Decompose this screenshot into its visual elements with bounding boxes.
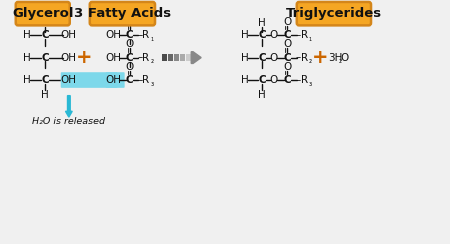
Text: –: – (137, 53, 143, 62)
Text: H: H (23, 53, 31, 62)
Text: O: O (270, 75, 278, 85)
FancyArrow shape (66, 96, 72, 117)
Text: O: O (270, 53, 278, 62)
Bar (186, 54, 191, 61)
Text: OH: OH (105, 53, 122, 62)
Text: O: O (126, 17, 134, 27)
Text: H: H (258, 19, 266, 28)
Text: ₂: ₂ (309, 57, 312, 65)
Text: H: H (23, 75, 31, 85)
Text: C: C (284, 30, 291, 40)
Text: O: O (126, 40, 134, 49)
FancyBboxPatch shape (16, 2, 70, 25)
Text: ₃: ₃ (150, 79, 153, 88)
Text: +: + (76, 48, 93, 67)
Text: R: R (142, 30, 149, 40)
Text: O: O (283, 62, 291, 72)
Text: +: + (312, 48, 328, 67)
Text: O: O (283, 17, 291, 27)
Text: H: H (41, 19, 49, 28)
Text: ₁: ₁ (150, 34, 153, 43)
Bar (168, 54, 173, 61)
Text: O: O (126, 62, 134, 72)
Text: OH: OH (105, 30, 122, 40)
Text: H₂O is released: H₂O is released (32, 117, 105, 126)
Text: C: C (126, 30, 133, 40)
Text: –: – (137, 75, 143, 85)
Bar (162, 54, 167, 61)
Text: –: – (296, 30, 301, 40)
Text: H: H (41, 90, 49, 100)
Text: H: H (241, 30, 249, 40)
Text: H: H (241, 53, 249, 62)
Text: O: O (270, 30, 278, 40)
Bar (180, 54, 185, 61)
Text: C: C (284, 75, 291, 85)
Text: ₁: ₁ (309, 34, 312, 43)
Text: O: O (341, 53, 349, 62)
Text: ₃: ₃ (309, 79, 312, 88)
Text: OH: OH (61, 75, 77, 85)
Text: H: H (258, 90, 266, 100)
Text: OH: OH (105, 75, 122, 85)
Text: C: C (258, 53, 265, 62)
FancyBboxPatch shape (297, 2, 371, 25)
Text: C: C (126, 75, 133, 85)
Text: –: – (296, 53, 301, 62)
Text: C: C (41, 75, 49, 85)
Text: 3H: 3H (328, 53, 343, 62)
Text: R: R (301, 53, 308, 62)
Text: ₂: ₂ (150, 57, 153, 65)
Text: R: R (142, 75, 149, 85)
Text: C: C (284, 53, 291, 62)
Text: R: R (142, 53, 149, 62)
Text: C: C (258, 30, 265, 40)
Text: –: – (296, 75, 301, 85)
Text: C: C (258, 75, 265, 85)
Text: R: R (301, 75, 308, 85)
Text: C: C (41, 30, 49, 40)
Text: ₂: ₂ (338, 57, 342, 65)
FancyBboxPatch shape (90, 2, 155, 25)
Text: OH: OH (61, 53, 77, 62)
Text: 3 Fatty Acids: 3 Fatty Acids (74, 7, 171, 20)
Text: C: C (126, 53, 133, 62)
Text: H: H (23, 30, 31, 40)
Text: H: H (241, 75, 249, 85)
Text: –: – (137, 30, 143, 40)
FancyBboxPatch shape (106, 72, 125, 88)
Text: R: R (301, 30, 308, 40)
Text: Glycerol: Glycerol (12, 7, 73, 20)
Text: O: O (283, 40, 291, 49)
Text: C: C (41, 53, 49, 62)
FancyArrow shape (191, 52, 201, 63)
FancyBboxPatch shape (61, 72, 117, 88)
Text: OH: OH (61, 30, 77, 40)
Text: Triglycerides: Triglycerides (286, 7, 382, 20)
Bar (174, 54, 179, 61)
